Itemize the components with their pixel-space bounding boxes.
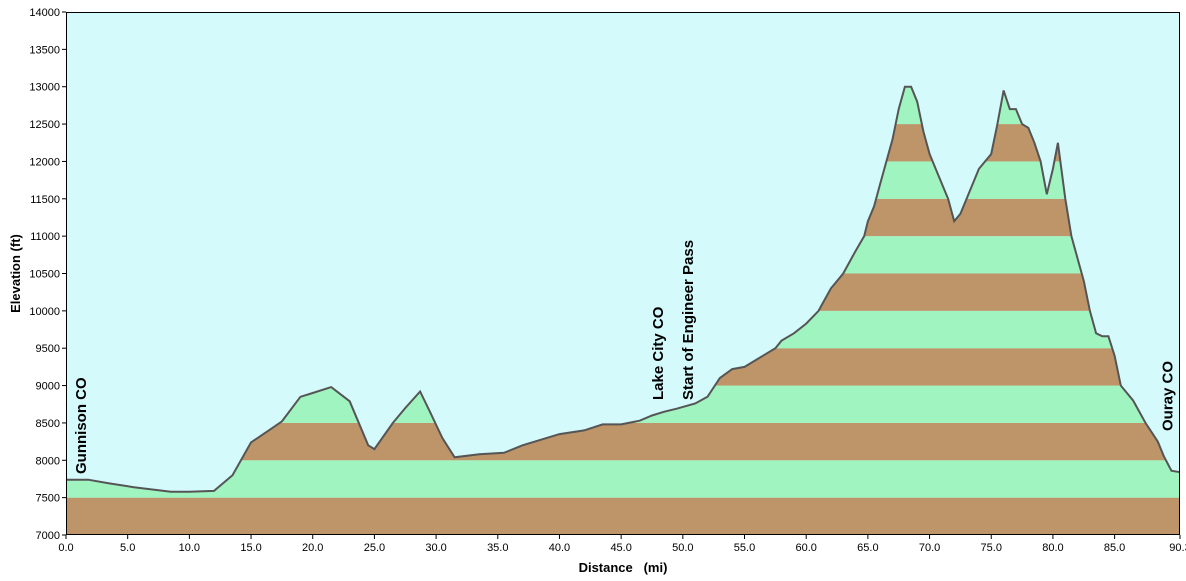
x-tick-label: 25.0: [364, 542, 385, 554]
x-tick-label: 35.0: [487, 542, 508, 554]
y-tick-label: 14000: [29, 7, 60, 19]
y-axis: 7000 7500 8000 8500 9000 9500 10000 10500 11000 1…: [29, 7, 66, 542]
x-tick-label: 70.0: [919, 542, 940, 554]
x-tick-label: 5.0: [120, 542, 135, 554]
y-tick-label: 13500: [29, 44, 60, 56]
annotation-label: Lake City CO: [650, 306, 667, 400]
x-tick-label: 40.0: [549, 542, 570, 554]
y-tick-label: 9500: [36, 343, 60, 355]
plot-frame: [66, 12, 1180, 535]
y-tick-label: 10000: [29, 306, 60, 318]
y-tick-label: 8500: [36, 418, 60, 430]
elevation-band: [66, 460, 1180, 498]
x-tick-label: 75.0: [981, 542, 1002, 554]
elevation-profile-line: [66, 85, 1181, 493]
y-tick-label: 13000: [29, 82, 60, 94]
x-tick-label: 45.0: [610, 542, 631, 554]
y-axis-label: Elevation (ft): [8, 234, 23, 313]
y-tick-label: 11000: [30, 231, 60, 243]
x-tick-label: 15.0: [240, 542, 261, 554]
x-tick-label: 30.0: [425, 542, 446, 554]
x-tick-label: 50.0: [672, 542, 693, 554]
annotation-label: Start of Engineer Pass: [680, 240, 697, 400]
y-tick-label: 12000: [29, 156, 60, 168]
x-tick-label: 10.0: [179, 542, 200, 554]
y-tick-label: 12500: [29, 119, 60, 131]
x-tick-label: 60.0: [795, 542, 816, 554]
y-tick-label: 9000: [36, 381, 60, 393]
annotation-label: Gunnison CO: [73, 377, 90, 474]
x-tick-label: 20.0: [302, 542, 323, 554]
x-tick-label: 80.0: [1042, 542, 1063, 554]
elevation-band: [66, 497, 1180, 535]
annotation-label: Ouray CO: [1160, 361, 1177, 431]
y-tick-label: 7500: [36, 493, 60, 505]
x-axis-label: Distance (mi): [579, 560, 668, 575]
x-axis: 0.0 5.0 10.0 15.0 20.0 25.0 30.0 35.0 40.0 45.0 50…: [58, 535, 1186, 554]
x-tick-label: 65.0: [857, 542, 878, 554]
y-tick-label: 10500: [29, 269, 60, 281]
y-tick-label: 7000: [36, 530, 60, 542]
x-tick-label: 90.3: [1169, 542, 1186, 554]
x-tick-label: 55.0: [734, 542, 755, 554]
location-annotations: Gunnison CO Lake City CO Start of Engineer…: [73, 240, 1177, 474]
y-tick-label: 11500: [30, 194, 60, 206]
x-tick-label: 85.0: [1104, 542, 1125, 554]
y-tick-label: 8000: [36, 455, 60, 467]
x-tick-label: 0.0: [58, 542, 73, 554]
